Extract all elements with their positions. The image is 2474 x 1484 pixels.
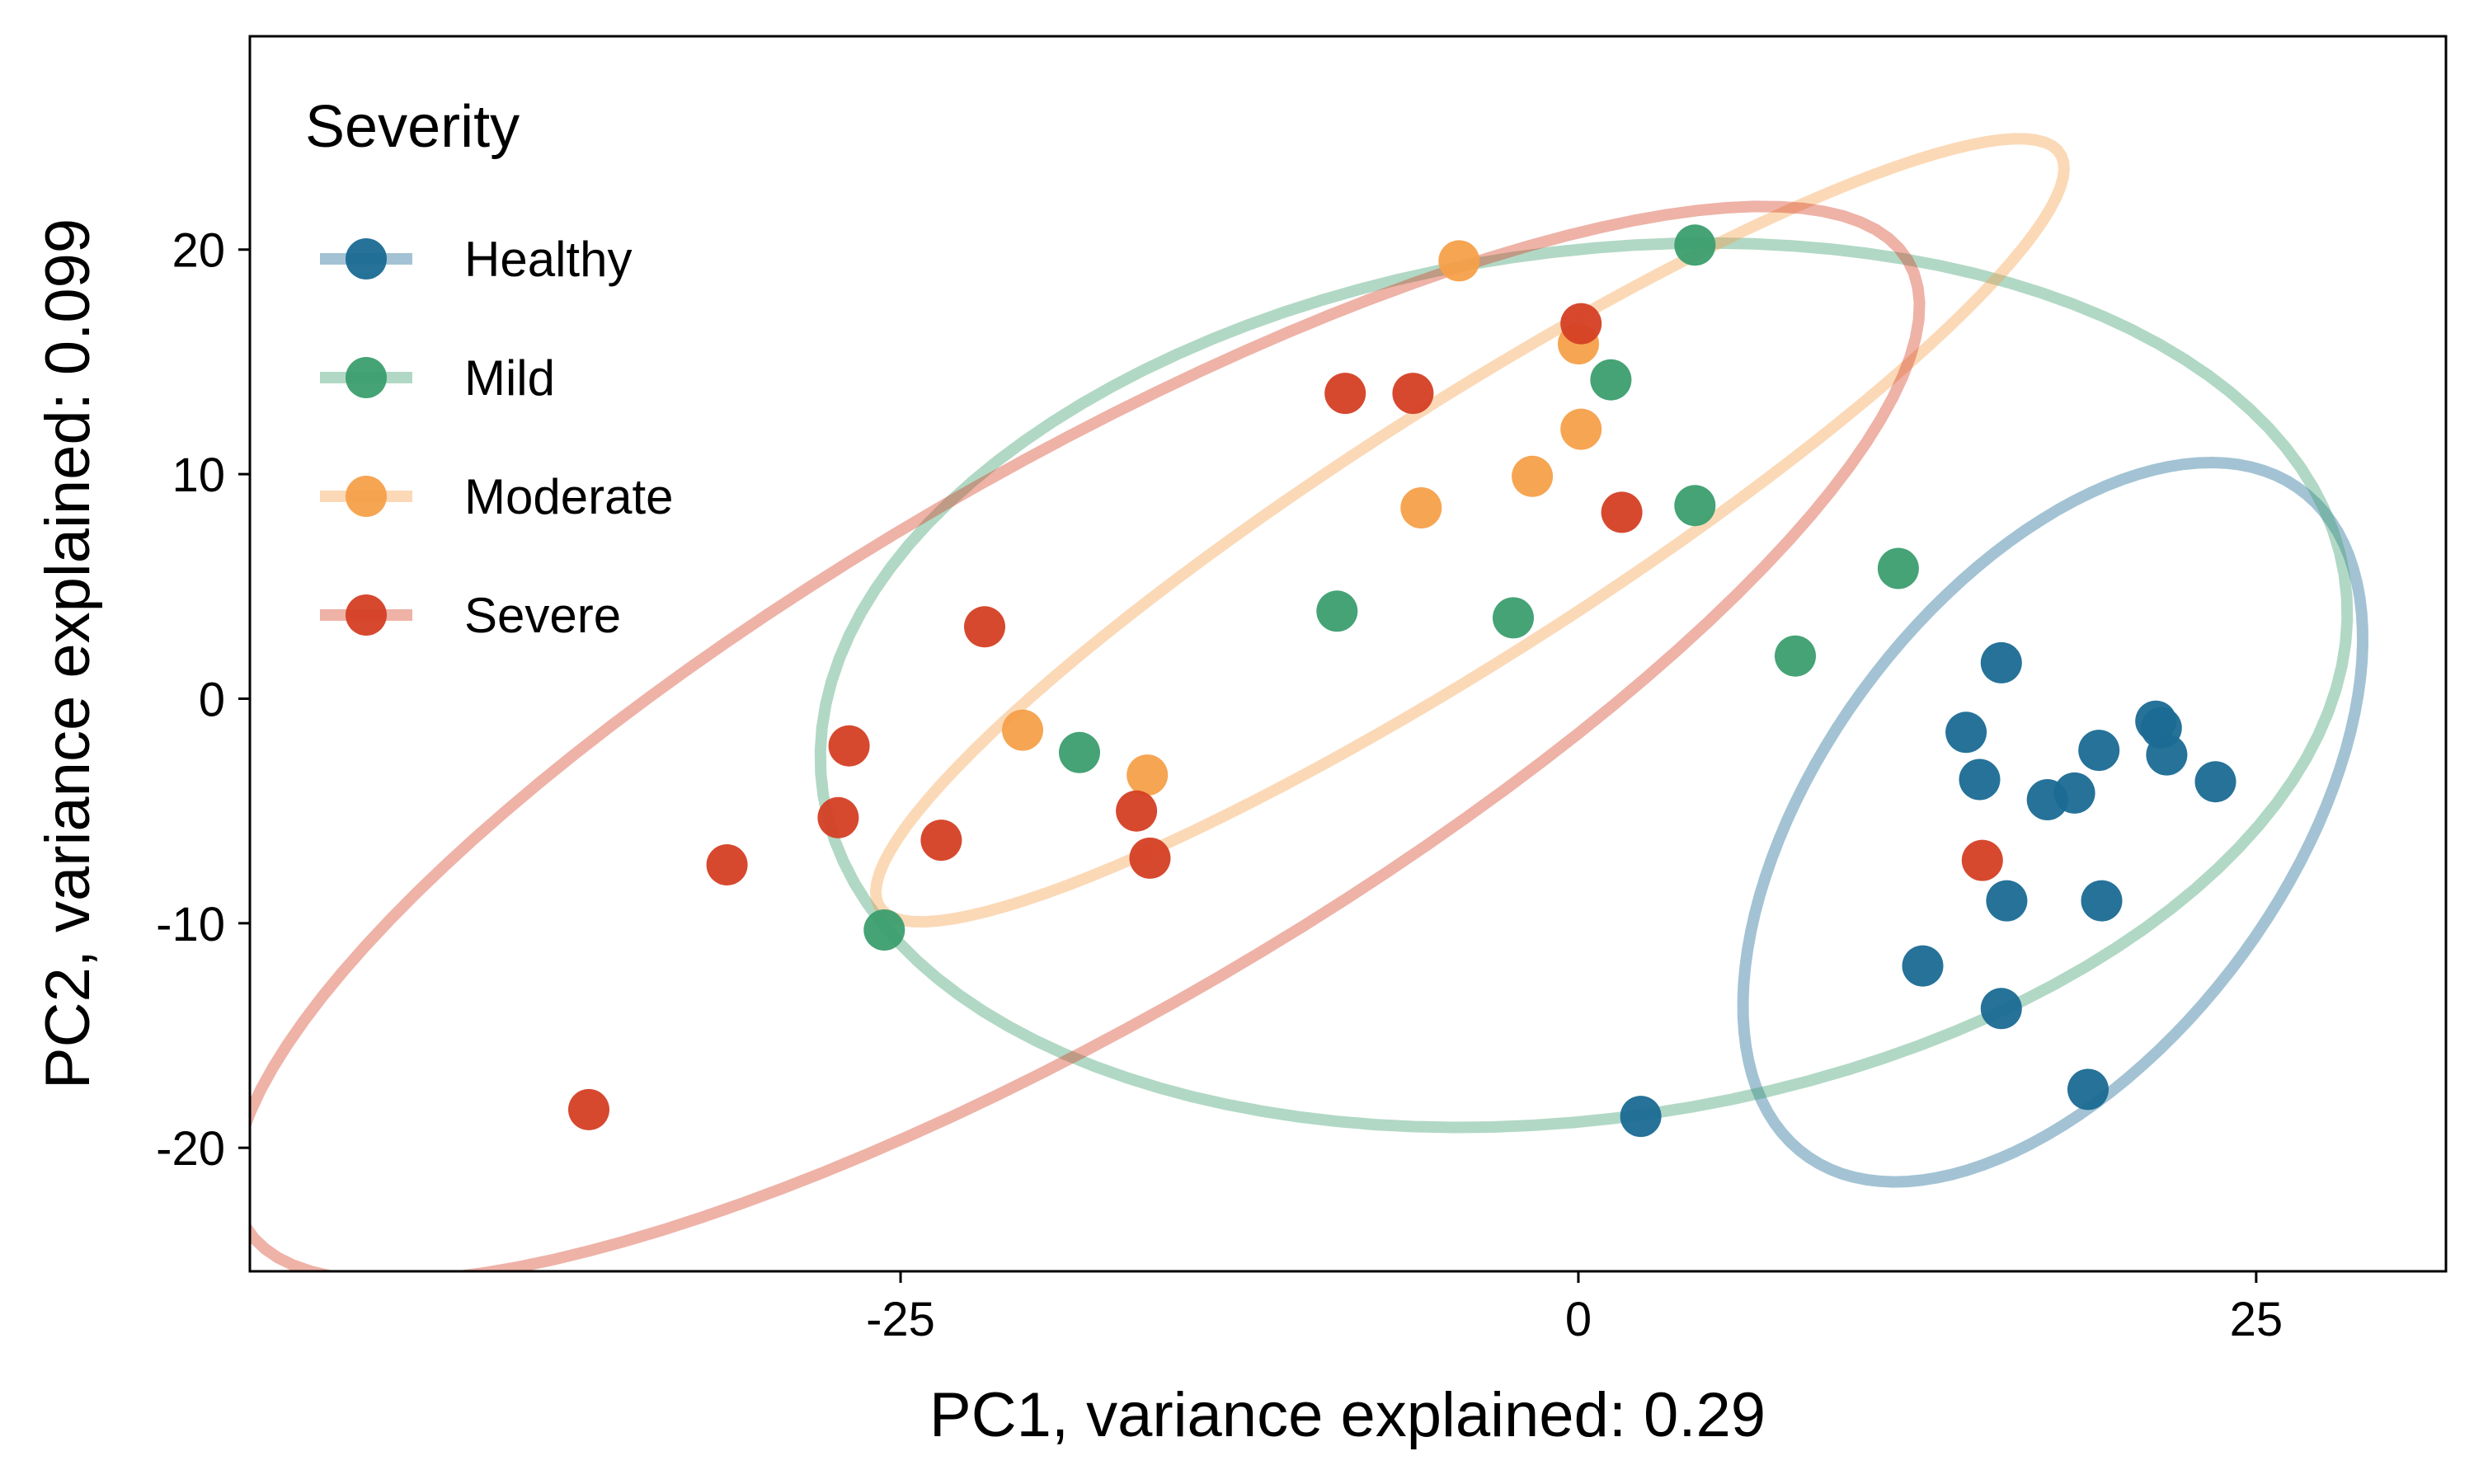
point-healthy-12 — [2081, 880, 2123, 922]
point-mild-2 — [1590, 359, 1632, 401]
point-severe-13 — [1961, 839, 2003, 881]
point-severe-9 — [1116, 790, 1158, 832]
point-healthy-9 — [2146, 734, 2188, 776]
point-healthy-5 — [2053, 772, 2095, 814]
point-severe-2 — [1324, 373, 1366, 415]
point-mild-3 — [1674, 485, 1716, 527]
x-axis-title: PC1, variance explained: 0.29 — [929, 1380, 1766, 1450]
point-severe-10 — [1129, 837, 1171, 879]
point-mild-5 — [1316, 590, 1358, 632]
legend-label-mild: Mild — [464, 350, 555, 406]
y-axis-title: PC2, variance explained: 0.099 — [33, 218, 103, 1089]
legend-marker-moderate — [346, 476, 387, 517]
point-severe-8 — [920, 819, 962, 862]
legend: Severity Healthy Mild Moderate Severe — [305, 94, 673, 643]
legend-title: Severity — [305, 94, 520, 160]
point-severe-4 — [1601, 491, 1643, 533]
legend-item-moderate: Moderate — [320, 469, 673, 524]
point-severe-6 — [828, 725, 870, 767]
point-moderate-4 — [1512, 455, 1554, 497]
plot-frame — [248, 35, 2448, 1273]
point-moderate-5 — [1400, 487, 1442, 528]
y-tick-label: -20 — [156, 1122, 225, 1176]
point-severe-3 — [1392, 373, 1434, 415]
point-moderate-7 — [1126, 754, 1169, 796]
legend-marker-mild — [346, 357, 387, 398]
legend-label-severe: Severe — [464, 588, 621, 643]
point-mild-1 — [1674, 224, 1716, 266]
y-tick-label: 10 — [172, 448, 225, 502]
point-moderate-3 — [1560, 408, 1602, 450]
point-healthy-10 — [2194, 761, 2236, 803]
legend-label-healthy: Healthy — [464, 232, 632, 287]
data-points — [568, 224, 2236, 1138]
ellipse-healthy — [1737, 457, 2368, 1188]
y-tick-label: -10 — [156, 898, 225, 951]
y-tick-label: 20 — [172, 224, 225, 278]
x-tick-label: -25 — [866, 1293, 935, 1346]
y-tick-label: 0 — [199, 673, 225, 726]
point-healthy-2 — [1945, 711, 1987, 754]
point-healthy-11 — [1986, 880, 2028, 922]
point-healthy-3 — [1959, 758, 2001, 801]
point-healthy-14 — [1980, 988, 2022, 1030]
point-mild-9 — [863, 909, 905, 951]
x-tick-label: 25 — [2230, 1293, 2284, 1346]
legend-item-healthy: Healthy — [320, 232, 632, 287]
point-healthy-16 — [1620, 1096, 1662, 1138]
point-mild-8 — [1059, 731, 1100, 773]
point-moderate-1 — [1438, 240, 1480, 282]
point-severe-7 — [817, 796, 859, 838]
point-healthy-15 — [2067, 1068, 2109, 1111]
point-severe-5 — [964, 606, 1005, 648]
point-severe-1 — [1560, 303, 1602, 345]
ellipse-severe — [250, 200, 1926, 1271]
point-mild-6 — [1493, 597, 1534, 639]
legend-item-severe: Severe — [320, 588, 621, 643]
y-axis: -20 -10 0 10 20 — [156, 224, 250, 1176]
point-healthy-13 — [1902, 945, 1944, 987]
point-severe-11 — [706, 844, 748, 885]
point-severe-12 — [568, 1088, 609, 1130]
legend-marker-severe — [346, 594, 387, 636]
point-mild-4 — [1877, 547, 1919, 589]
legend-label-moderate: Moderate — [464, 469, 673, 524]
legend-item-mild: Mild — [320, 350, 555, 406]
legend-marker-healthy — [346, 238, 387, 279]
x-tick-label: 0 — [1565, 1293, 1592, 1346]
point-moderate-6 — [1002, 709, 1043, 751]
point-healthy-6 — [2078, 730, 2120, 772]
point-mild-7 — [1775, 635, 1816, 677]
confidence-ellipses — [250, 133, 2368, 1271]
point-healthy-1 — [1980, 641, 2022, 683]
x-axis: -25 0 25 — [866, 1271, 2283, 1346]
